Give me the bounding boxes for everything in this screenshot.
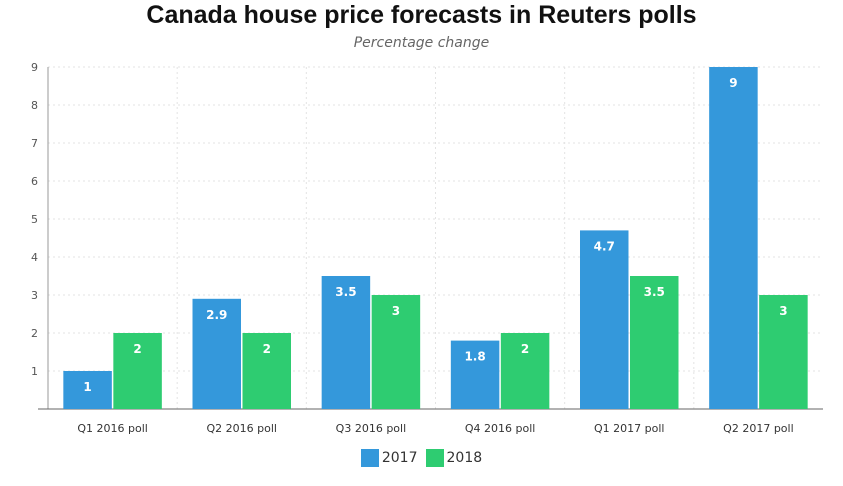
y-tick-label: 8 xyxy=(31,99,38,112)
legend: 2017 2018 xyxy=(0,449,843,467)
data-label: 3 xyxy=(779,304,787,318)
bar-series-2 xyxy=(500,333,550,409)
bar-series-1 xyxy=(192,298,241,409)
chart-title: Canada house price forecasts in Reuters … xyxy=(146,1,697,29)
data-label: 1.8 xyxy=(464,350,485,364)
x-tick-label: Q1 2016 poll xyxy=(77,422,147,435)
bar-series-2 xyxy=(759,295,808,409)
y-tick-label: 2 xyxy=(31,327,38,340)
y-tick-label: 5 xyxy=(31,213,38,226)
legend-label-series-2: 2018 xyxy=(446,450,483,466)
bar-series-2 xyxy=(630,276,679,409)
data-label: 3.5 xyxy=(335,285,356,299)
bar-series-1 xyxy=(63,371,112,409)
data-label: 3 xyxy=(392,304,400,318)
y-tick-label: 7 xyxy=(31,137,38,150)
legend-item-series-2[interactable]: 2018 xyxy=(425,449,483,467)
y-tick-label: 4 xyxy=(31,251,38,264)
bar-series-1 xyxy=(321,276,371,409)
x-tick-label: Q3 2016 poll xyxy=(336,422,406,435)
data-label: 2.9 xyxy=(206,308,227,322)
y-tick-label: 6 xyxy=(31,175,38,188)
bar-series-2 xyxy=(242,333,291,409)
data-label: 4.7 xyxy=(594,239,615,253)
y-tick-label: 9 xyxy=(31,61,38,74)
data-label: 3.5 xyxy=(644,285,665,299)
data-label: 2 xyxy=(521,342,529,356)
y-tick-label: 3 xyxy=(31,289,38,302)
x-tick-label: Q4 2016 poll xyxy=(465,422,535,435)
data-label: 2 xyxy=(133,342,141,356)
legend-swatch-series-1 xyxy=(360,449,379,467)
chart-subtitle: Percentage change xyxy=(353,35,490,51)
x-tick-label: Q2 2016 poll xyxy=(207,422,277,435)
data-label: 2 xyxy=(263,342,271,356)
y-tick-label: 1 xyxy=(31,365,38,378)
bar-series-1 xyxy=(580,230,629,409)
bar-series-1 xyxy=(709,67,758,409)
legend-label-series-1: 2017 xyxy=(381,450,418,466)
x-tick-label: Q2 2017 poll xyxy=(723,422,793,435)
legend-swatch-series-2 xyxy=(425,449,444,467)
bar-series-1 xyxy=(450,340,500,409)
data-label: 9 xyxy=(729,76,737,90)
bar-series-2 xyxy=(371,295,421,409)
legend-item-series-1[interactable]: 2017 xyxy=(360,449,418,467)
x-tick-label: Q1 2017 poll xyxy=(594,422,664,435)
data-label: 1 xyxy=(83,380,91,394)
bar-series-2 xyxy=(113,333,162,409)
